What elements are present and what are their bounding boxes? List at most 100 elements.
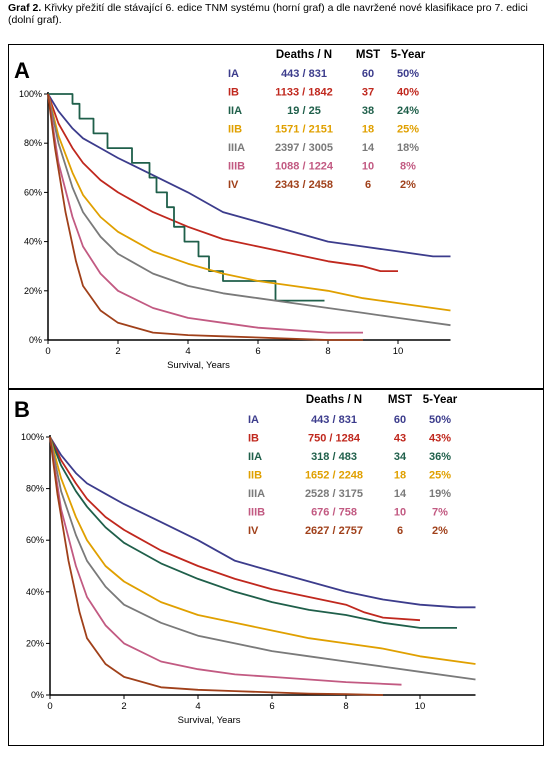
x-tick-label-a: 6 — [255, 346, 260, 357]
series-line-a-iib — [47, 93, 451, 312]
legend-stage-b-ia: IA — [248, 414, 259, 426]
legend-mst-b-iib: 18 — [394, 470, 406, 482]
legend-5year-b-iib: 25% — [429, 470, 451, 482]
panel-a-frame — [8, 44, 544, 390]
y-tick-label-b: 80% — [26, 484, 44, 494]
y-tick-label-b: 40% — [26, 587, 44, 597]
x-tick-label-a: 4 — [185, 346, 190, 357]
legend-mst-a-iib: 18 — [362, 124, 374, 136]
legend-stage-a-ib: IB — [228, 87, 239, 99]
legend-stage-b-iiib: IIIB — [248, 507, 265, 519]
series-line-b-iv — [49, 436, 384, 696]
legend-mst-b-ib: 43 — [394, 433, 406, 445]
x-tick-label-b: 2 — [121, 701, 126, 712]
x-tick-label-b: 8 — [343, 701, 348, 712]
caption-text: Křivky přežití dle stávající 6. edice TN… — [8, 2, 528, 26]
series-line-b-iiia — [49, 436, 476, 681]
legend-deaths-b-iiib: 676 / 758 — [311, 507, 357, 519]
legend-mst-a-iia: 38 — [362, 105, 374, 117]
legend-mst-b-iiib: 10 — [394, 507, 406, 519]
legend-deaths-a-iiib: 1088 / 1224 — [275, 161, 334, 173]
legend-mst-a-iiia: 14 — [362, 142, 375, 154]
panel-label-b: B — [14, 397, 30, 422]
series-line-b-iib — [49, 436, 476, 665]
x-tick-label-b: 0 — [47, 701, 52, 712]
legend-mst-b-iiia: 14 — [394, 488, 407, 500]
legend-5year-b-iiib: 7% — [432, 507, 448, 519]
caption-label: Graf 2. — [8, 2, 42, 14]
x-tick-label-a: 0 — [45, 346, 50, 357]
legend-deaths-a-ib: 1133 / 1842 — [275, 87, 333, 99]
legend-header-5year-a: 5-Year — [391, 49, 426, 61]
y-tick-label-b: 0% — [31, 690, 44, 700]
legend-5year-a-iv: 2% — [400, 179, 416, 191]
y-tick-label-a: 40% — [24, 237, 42, 247]
legend-stage-a-iiia: IIIA — [228, 142, 245, 154]
legend-deaths-a-iv: 2343 / 2458 — [275, 179, 333, 191]
x-tick-label-a: 10 — [393, 346, 404, 357]
legend-stage-a-iib: IIB — [228, 124, 242, 136]
x-tick-label-b: 6 — [269, 701, 274, 712]
series-line-a-ib — [47, 93, 398, 272]
legend-mst-b-iv: 6 — [397, 525, 403, 537]
legend-5year-b-ib: 43% — [429, 433, 451, 445]
y-tick-label-a: 20% — [24, 286, 42, 296]
x-tick-label-a: 8 — [325, 346, 330, 357]
series-line-b-ia — [49, 436, 476, 609]
legend-deaths-b-iv: 2627 / 2757 — [305, 525, 363, 537]
x-axis-label-b: Survival, Years — [178, 715, 241, 726]
legend-mst-a-iv: 6 — [365, 179, 371, 191]
x-tick-label-b: 4 — [195, 701, 200, 712]
legend-deaths-b-iia: 318 / 483 — [311, 451, 357, 463]
legend-stage-a-iia: IIA — [228, 105, 242, 117]
legend-deaths-b-iib: 1652 / 2248 — [305, 470, 363, 482]
legend-5year-b-iiia: 19% — [429, 488, 451, 500]
legend-deaths-a-iia: 19 / 25 — [287, 105, 321, 117]
y-tick-label-a: 60% — [24, 187, 42, 197]
legend-5year-a-ia: 50% — [397, 68, 419, 80]
legend-header-mst-a: MST — [356, 49, 380, 61]
x-tick-label-a: 2 — [115, 346, 120, 357]
y-tick-label-a: 0% — [29, 335, 42, 345]
series-line-b-iia — [49, 436, 457, 629]
legend-deaths-b-ia: 443 / 831 — [311, 414, 357, 426]
y-tick-label-a: 80% — [24, 138, 42, 148]
y-tick-label-b: 20% — [26, 638, 44, 648]
legend-stage-b-iib: IIB — [248, 470, 262, 482]
legend-stage-a-iv: IV — [228, 179, 239, 191]
legend-stage-a-iiib: IIIB — [228, 161, 245, 173]
legend-stage-a-ia: IA — [228, 68, 239, 80]
legend-mst-b-iia: 34 — [394, 451, 407, 463]
legend-stage-b-ib: IB — [248, 433, 259, 445]
series-line-b-ib — [49, 436, 421, 622]
legend-mst-a-ib: 37 — [362, 87, 374, 99]
y-tick-label-b: 60% — [26, 535, 44, 545]
legend-mst-a-ia: 60 — [362, 68, 374, 80]
legend-5year-a-iiib: 8% — [400, 161, 416, 173]
figure-caption: Graf 2. Křivky přežití dle stávající 6. … — [8, 2, 548, 26]
panel-label-a: A — [14, 58, 30, 83]
legend-5year-a-iia: 24% — [397, 105, 419, 117]
legend-5year-a-iiia: 18% — [397, 142, 419, 154]
legend-header-deaths-a: Deaths / N — [276, 49, 332, 61]
legend-5year-b-iia: 36% — [429, 451, 451, 463]
legend-stage-b-iiia: IIIA — [248, 488, 265, 500]
legend-deaths-b-ib: 750 / 1284 — [308, 433, 361, 445]
y-tick-label-a: 100% — [19, 89, 42, 99]
series-line-a-ia — [47, 93, 451, 258]
series-line-b-iiib — [49, 436, 402, 686]
panel-b-frame — [8, 388, 544, 746]
legend-mst-a-iiib: 10 — [362, 161, 374, 173]
legend-5year-a-iib: 25% — [397, 124, 419, 136]
x-tick-label-b: 10 — [415, 701, 426, 712]
legend-stage-b-iv: IV — [248, 525, 259, 537]
legend-mst-b-ia: 60 — [394, 414, 406, 426]
legend-5year-a-ib: 40% — [397, 87, 419, 99]
legend-deaths-a-iib: 1571 / 2151 — [275, 124, 333, 136]
legend-stage-b-iia: IIA — [248, 451, 262, 463]
legend-deaths-a-iiia: 2397 / 3005 — [275, 142, 333, 154]
y-tick-label-b: 100% — [21, 432, 44, 442]
legend-5year-b-iv: 2% — [432, 525, 448, 537]
legend-header-5year-b: 5-Year — [423, 394, 458, 406]
